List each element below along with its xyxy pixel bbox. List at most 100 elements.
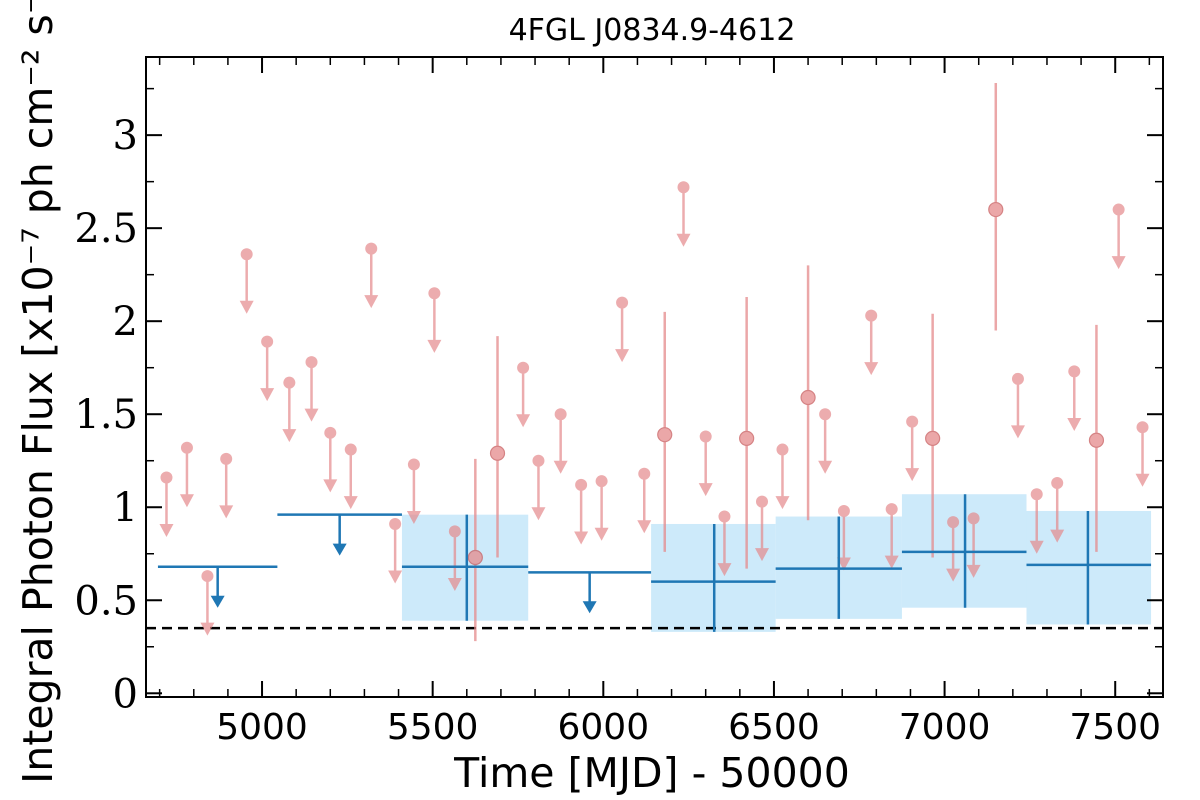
fine-upper-limit-marker	[1051, 477, 1064, 490]
fine-detection-marker	[800, 389, 816, 406]
coarse-upper-limit-arrow	[582, 601, 597, 614]
fine-upper-limit-arrow	[698, 483, 713, 497]
fine-upper-limit-marker	[1112, 203, 1125, 216]
fine-bin-series	[159, 83, 1150, 642]
fine-upper-limit	[239, 248, 254, 314]
fine-upper-limit-arrow	[1067, 417, 1082, 431]
fine-upper-limit-marker	[906, 415, 919, 428]
fine-upper-limit-arrow	[1111, 256, 1126, 270]
fine-upper-limit	[755, 495, 770, 562]
y-tick-label: 1	[113, 485, 138, 531]
fine-upper-limit	[516, 361, 531, 428]
fine-upper-limit	[553, 408, 568, 474]
fine-upper-limit	[159, 471, 174, 537]
fine-upper-limit	[219, 452, 234, 519]
fine-upper-limit-arrow	[884, 555, 899, 569]
fine-upper-limit	[717, 510, 732, 577]
fine-upper-limit-marker	[699, 430, 712, 443]
fine-upper-limit-arrow	[406, 510, 421, 524]
fine-upper-limit-arrow	[531, 507, 546, 521]
fine-upper-limit-marker	[389, 517, 402, 530]
y-tick-label: 1.5	[74, 392, 138, 438]
fine-detection	[800, 265, 816, 521]
fine-upper-limit	[304, 356, 319, 422]
fine-detection-marker	[657, 427, 673, 443]
fine-detection-marker	[489, 445, 506, 461]
fine-upper-limit-arrow	[717, 563, 732, 577]
fine-upper-limit-arrow	[1029, 540, 1044, 554]
fine-upper-limit-arrow	[946, 568, 961, 582]
fine-detection	[467, 458, 483, 642]
fine-upper-limit	[775, 443, 790, 510]
fine-upper-limit-marker	[819, 408, 832, 421]
coarse-detection	[901, 494, 1027, 608]
fine-upper-limit	[531, 454, 546, 521]
coarse-detection	[775, 516, 902, 619]
fine-upper-limit	[200, 570, 215, 636]
fine-upper-limit-marker	[1136, 421, 1149, 434]
fine-upper-limit	[427, 287, 442, 353]
fine-upper-limit-marker	[160, 471, 173, 484]
fine-upper-limit-marker	[776, 443, 789, 456]
fine-upper-limit-marker	[344, 443, 357, 456]
fine-upper-limit-arrow	[818, 460, 833, 474]
fine-upper-limit-marker	[677, 181, 690, 194]
coarse-detection	[651, 523, 776, 632]
fine-upper-limit	[615, 296, 630, 363]
fine-upper-limit-marker	[220, 452, 233, 465]
x-tick-label: 6000	[557, 707, 649, 748]
chart-title: 4FGL J0834.9-4612	[509, 13, 796, 48]
fine-upper-limit-marker	[201, 570, 214, 583]
y-tick-label: 2.5	[74, 206, 138, 252]
plot-border	[145, 56, 1164, 698]
fine-upper-limit-arrow	[1010, 425, 1025, 439]
fine-upper-limit-arrow	[447, 577, 462, 591]
x-tick-label: 6500	[728, 707, 820, 748]
fine-upper-limit	[818, 408, 833, 474]
fine-upper-limit-marker	[407, 458, 420, 471]
coarse-upper-limit	[528, 571, 652, 614]
fine-detection-marker	[925, 430, 941, 446]
fine-upper-limit-marker	[261, 335, 274, 348]
coarse-bin-error-bands	[401, 494, 1152, 632]
fine-upper-limit	[836, 504, 851, 571]
fine-upper-limit-marker	[554, 408, 567, 421]
fine-upper-limit-arrow	[239, 300, 254, 314]
fine-upper-limit-marker	[575, 478, 588, 491]
fine-upper-limit-arrow	[553, 460, 568, 474]
fine-upper-limit-marker	[1068, 365, 1081, 378]
fine-upper-limit-arrow	[1050, 529, 1065, 543]
fine-upper-limit-arrow	[516, 414, 531, 428]
fine-upper-limit-arrow	[282, 429, 297, 443]
fine-upper-limit	[884, 503, 899, 569]
fine-upper-limit	[966, 512, 981, 578]
fine-upper-limit	[594, 475, 609, 541]
fine-upper-limit-arrow	[200, 622, 215, 636]
fine-upper-limit-marker	[837, 504, 850, 517]
fine-upper-limit-marker	[240, 248, 253, 261]
fine-upper-limit-arrow	[864, 362, 879, 376]
fine-detection	[988, 83, 1004, 331]
fine-upper-limit	[698, 430, 713, 497]
x-tick-label: 7000	[899, 707, 991, 748]
fine-upper-limit	[343, 443, 358, 510]
fine-upper-limit-arrow	[323, 479, 338, 493]
y-tick-label: 3	[113, 113, 138, 159]
fine-upper-limit-marker	[865, 309, 878, 322]
fine-upper-limit	[1111, 203, 1126, 270]
fine-upper-limit-arrow	[159, 524, 174, 537]
axis-ticks: 5000 5500 6000 6500 7000 7500 0 0.5 1 1.5 2 2.5 3	[74, 57, 1163, 748]
fine-detection	[657, 311, 673, 552]
fine-detection-marker	[1088, 432, 1105, 448]
fine-upper-limit	[637, 467, 652, 534]
y-tick-label: 0.5	[74, 578, 138, 624]
coarse-bin-series	[157, 494, 1152, 632]
fine-upper-limit-arrow	[427, 339, 442, 353]
coarse-detection	[401, 514, 529, 621]
fine-upper-limit-marker	[532, 454, 545, 467]
y-axis-label: Integral Photon Flux [x10⁻⁷ ph cm⁻² s⁻¹]	[14, 0, 62, 784]
fine-upper-limit-arrow	[755, 548, 770, 562]
fine-upper-limit	[364, 242, 379, 309]
fine-upper-limit	[676, 181, 691, 247]
